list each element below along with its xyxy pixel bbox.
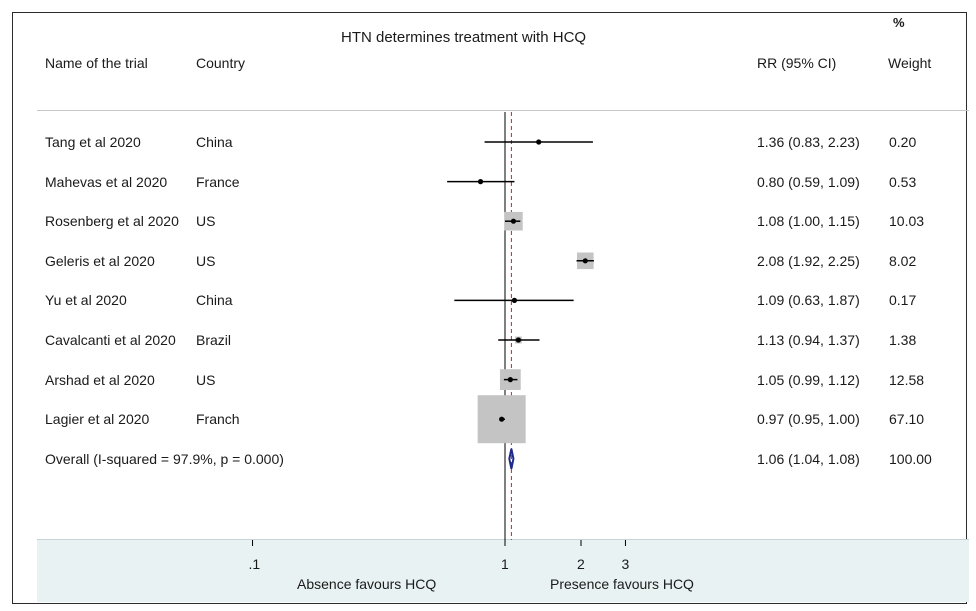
study-weight: 0.20 (889, 134, 917, 150)
study-country: China (196, 292, 233, 309)
point-estimate (536, 139, 542, 145)
study-name: Tang et al 2020 (45, 134, 141, 150)
study-country: Franch (196, 411, 240, 428)
study-weight: 67.10 (889, 411, 925, 428)
study-rr: 1.13 (0.94, 1.37) (757, 332, 860, 348)
column-header-trial: Name of the trial (45, 55, 148, 71)
study-country: Brazil (196, 332, 232, 348)
column-header-weight-pct: % (893, 15, 905, 30)
study-rr: 1.05 (0.99, 1.12) (757, 371, 860, 388)
study-name: Yu et al 2020 (45, 292, 127, 309)
study-rr: 1.08 (1.00, 1.15) (757, 213, 860, 230)
study-country: China (196, 134, 233, 150)
study-country: US (196, 213, 216, 230)
x-tick-label: 2 (577, 556, 585, 572)
study-weight: 0.17 (889, 292, 917, 309)
column-header-weight: Weight (888, 55, 932, 71)
study-name: Cavalcanti et al 2020 (45, 332, 176, 348)
study-name: Geleris et al 2020 (45, 252, 155, 269)
study-rr: 2.08 (1.92, 2.25) (757, 252, 860, 269)
point-estimate (499, 416, 505, 422)
column-header-rr: RR (95% CI) (757, 55, 837, 71)
study-weight: 1.38 (889, 332, 917, 348)
study-weight: 8.02 (889, 252, 917, 269)
study-country: US (196, 252, 216, 269)
overall-diamond (508, 448, 515, 470)
point-estimate (511, 297, 518, 303)
x-tick-label: 1 (501, 556, 509, 572)
study-name: Rosenberg et al 2020 (45, 213, 179, 230)
study-name: Mahevas et al 2020 (45, 173, 168, 190)
column-header-country: Country (196, 55, 246, 71)
study-rr: 1.36 (0.83, 2.23) (757, 134, 860, 150)
study-rr: 0.97 (0.95, 1.00) (757, 411, 860, 428)
study-rr: 0.80 (0.59, 1.09) (757, 173, 860, 190)
study-weight: 10.03 (889, 213, 925, 230)
point-estimate (510, 218, 517, 224)
x-tick-label: 3 (621, 556, 630, 572)
study-country: US (196, 371, 216, 388)
chart-title: HTN determines treatment with HCQ (341, 29, 587, 46)
study-name: Arshad et al 2020 (45, 371, 155, 388)
overall-label: Overall (I-squared = 97.9%, p = 0.000) (45, 450, 284, 467)
study-name: Lagier et al 2020 (45, 411, 150, 428)
x-right-label: Presence favours HCQ (550, 576, 694, 592)
axis-band (37, 539, 969, 602)
study-country: France (196, 173, 240, 190)
x-left-label: Absence favours HCQ (297, 576, 437, 592)
study-rr: 1.09 (0.63, 1.87) (757, 292, 860, 309)
study-weight: 0.53 (889, 173, 917, 190)
point-estimate (507, 377, 513, 383)
point-estimate (515, 337, 522, 343)
study-weight: 12.58 (889, 371, 925, 388)
x-tick-label: .1 (248, 556, 261, 572)
overall-weight: 100.00 (889, 450, 932, 467)
point-estimate (477, 179, 484, 185)
header-separator (37, 110, 969, 111)
overall-rr: 1.06 (1.04, 1.08) (757, 450, 860, 467)
point-estimate (582, 258, 588, 264)
